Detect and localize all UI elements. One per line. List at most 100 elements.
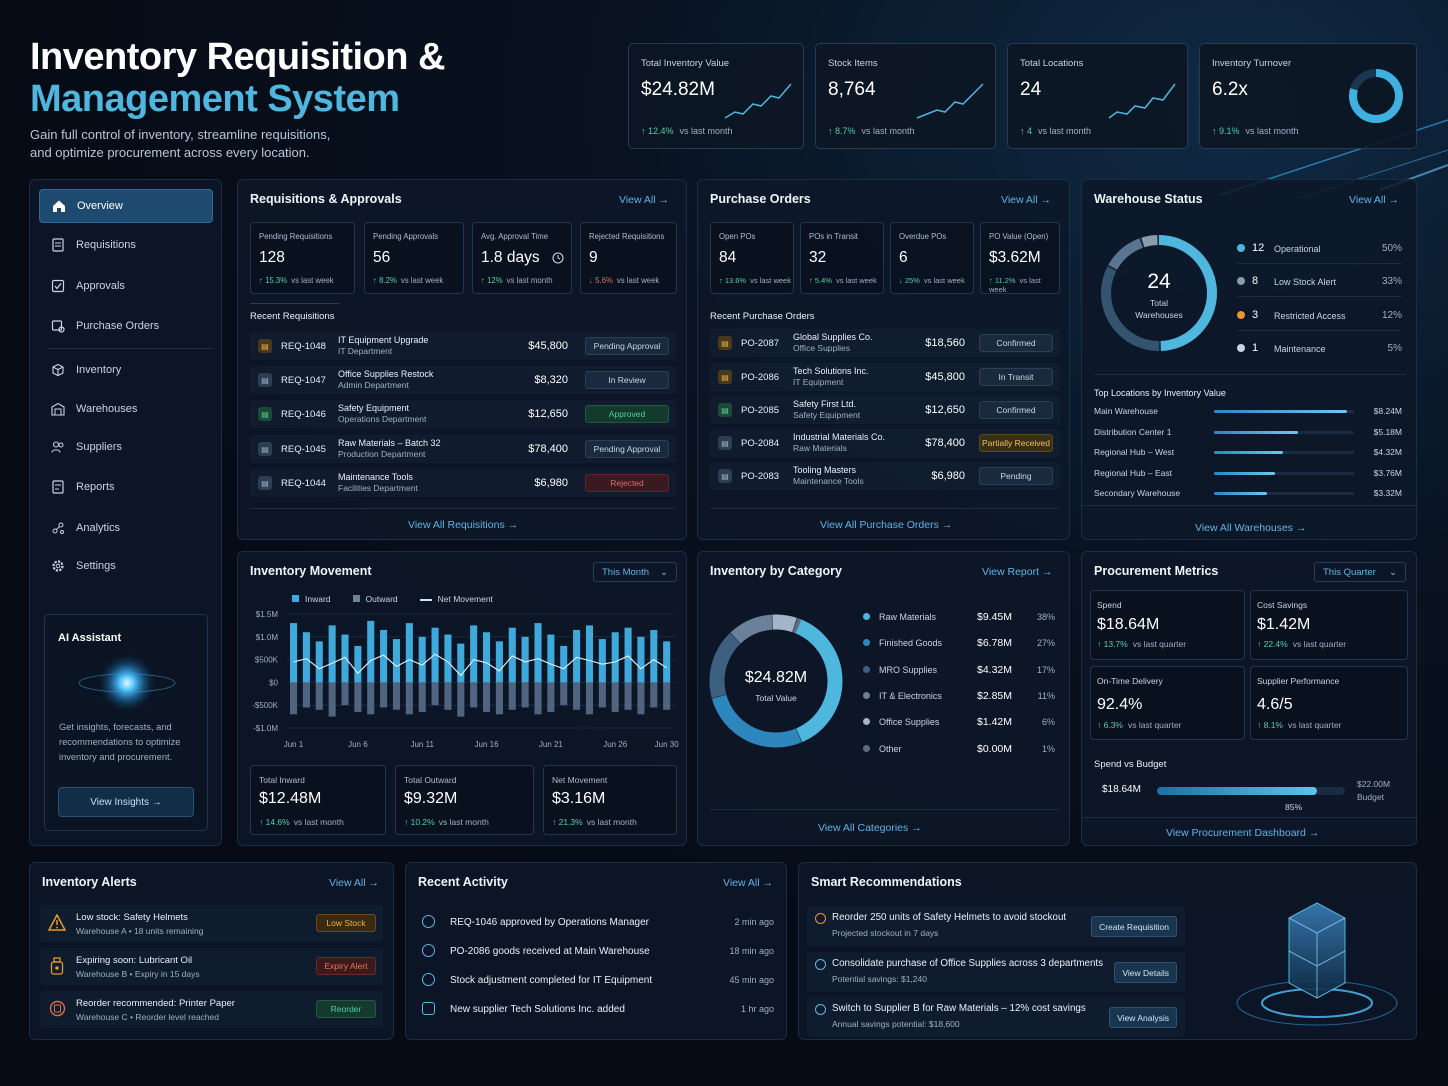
movement-total-inward: Total Inward $12.48M ↑ 14.6% vs last mont… [250,765,386,835]
metric-on-time-delivery: On-Time Delivery 92.4% ↑ 6.3% vs last qua… [1090,666,1245,740]
recommendation-title: Consolidate purchase of Office Supplies … [832,958,1104,969]
location-bar-fill [1214,471,1276,475]
view-analysis-button[interactable]: View Analysis [1109,1007,1177,1028]
document-icon: ▤ [718,336,732,350]
view-all-warehouses-link[interactable]: View All → [1349,194,1399,206]
stat-change-note: vs last week [989,276,1041,294]
sidebar-item-suppliers[interactable]: Suppliers [39,430,213,464]
sidebar-divider [48,348,213,349]
metric-label: Cost Savings [1257,600,1308,610]
view-all-purchase-orders-link[interactable]: View All → [1001,194,1051,206]
row-title: Safety First Ltd. [793,399,857,409]
sidebar-item-purchase-orders[interactable]: Purchase Orders [39,309,213,343]
inward-bar [367,620,375,683]
sidebar-item-requisitions[interactable]: Requisitions [39,228,213,262]
stat-change-value: ↓ 5.6% [589,276,613,285]
outward-bar [637,682,645,715]
location-value: $3.76M [1373,467,1402,478]
outward-bar [534,682,542,715]
status-badge: In Transit [979,368,1053,386]
category-legend-item: MRO Supplies $4.32M 17% [863,664,1055,678]
purchase-order-row[interactable]: ▤ PO-2086 Tech Solutions Inc. IT Equipme… [710,363,1060,391]
view-report-link[interactable]: View Report → [982,566,1053,578]
activity-time: 1 hr ago [740,1004,774,1014]
alert-item[interactable]: Expiring soon: Lubricant Oil Warehouse B… [40,948,383,985]
inventory-movement-panel: Inventory Movement This Month ⌄ Inward Ou… [237,551,687,846]
period-dropdown[interactable]: This Month ⌄ [593,562,677,582]
view-all-requisitions-footer-link[interactable]: View All Requisitions → [408,519,519,531]
recommendation-sub: Potential savings: $1,240 [832,974,927,984]
outward-bar [418,682,426,713]
inward-bar [521,636,529,683]
inward-bar [444,634,452,683]
alert-item[interactable]: Low stock: Safety Helmets Warehouse A • … [40,905,383,942]
purchase-order-row[interactable]: ▤ PO-2085 Safety First Ltd. Safety Equip… [710,396,1060,424]
view-all-purchase-orders-footer-link[interactable]: View All Purchase Orders → [820,519,953,531]
location-name: Regional Hub – East [1094,467,1172,478]
y-tick-label: -$500K [252,701,278,710]
sidebar-item-approvals[interactable]: Approvals [39,269,213,303]
legend-swatch [292,595,299,602]
category-pct: 27% [1036,638,1055,649]
view-all-requisitions-link[interactable]: View All → [619,194,669,206]
warehouse-donut-chart [1101,235,1217,351]
requisition-row[interactable]: ▤ REQ-1048 IT Equipment Upgrade IT Depar… [250,332,676,360]
legend-dot [863,639,870,647]
alert-item[interactable]: Reorder recommended: Printer Paper Wareh… [40,991,383,1028]
reorder-icon [49,1000,66,1017]
sidebar-item-overview[interactable]: Overview [39,189,213,223]
status-badge: Partially Received [979,434,1053,452]
view-all-warehouses-footer-link[interactable]: View All Warehouses → [1195,522,1307,534]
view-insights-button[interactable]: View Insights → [58,787,194,817]
quarter-dropdown[interactable]: This Quarter ⌄ [1314,562,1406,582]
row-title: IT Equipment Upgrade [338,335,429,345]
purchase-order-row[interactable]: ▤ PO-2083 Tooling Masters Maintenance To… [710,462,1060,490]
stat-change-note: vs last week [923,276,965,285]
requisition-row[interactable]: ▤ REQ-1044 Maintenance Tools Facilities … [250,469,676,497]
ai-assistant-title: AI Assistant [58,632,122,644]
sidebar-item-analytics[interactable]: Analytics [39,511,213,545]
warehouse-total-label: Total [1150,298,1168,308]
activity-item: New supplier Tech Solutions Inc. added 1… [418,996,774,1024]
stat-po-value-open: PO Value (Open) $3.62M ↑ 11.2% vs last we… [980,222,1060,294]
legend-label: Inward [305,594,331,604]
view-all-activity-link[interactable]: View All → [723,877,773,889]
view-details-button[interactable]: View Details [1114,962,1177,983]
smart-recommendations-panel: Smart Recommendations Reorder 250 units … [798,862,1417,1040]
stat-pending-requisitions: Pending Requisitions 128 ↑ 15.3% vs last … [250,222,355,294]
kpi-label: Total Locations [1020,58,1084,69]
stat-change: ↑ 12% vs last month [481,276,553,285]
purchase-order-row[interactable]: ▤ PO-2084 Industrial Materials Co. Raw M… [710,429,1060,457]
metric-supplier-performance: Supplier Performance 4.6/5 ↑ 8.1% vs last… [1250,666,1408,740]
create-requisition-button[interactable]: Create Requisition [1091,916,1177,937]
stat-change-note: vs last month [438,817,489,827]
sidebar-item-warehouses[interactable]: Warehouses [39,392,213,426]
budget-percent: 85% [1285,802,1303,812]
purchase-order-row[interactable]: ▤ PO-2087 Global Supplies Co. Office Sup… [710,329,1060,357]
view-all-categories-link[interactable]: View All Categories → [818,822,922,834]
category-total-label: Total Value [755,693,797,703]
inward-bar [495,641,503,683]
stat-change-value: ↑ 10.2% [404,817,435,827]
inventory-alerts-panel: Inventory Alerts View All → Low stock: S… [29,862,394,1040]
requisition-row[interactable]: ▤ REQ-1045 Raw Materials – Batch 32 Prod… [250,435,676,463]
view-all-alerts-link[interactable]: View All → [329,877,379,889]
panel-title: Inventory Alerts [42,875,137,889]
sparkline-icon [1108,83,1176,119]
outward-bar [547,682,555,713]
view-procurement-dashboard-link[interactable]: View Procurement Dashboard → [1166,827,1320,839]
document-icon: ▤ [258,373,272,387]
sidebar-item-inventory[interactable]: Inventory [39,353,213,387]
sidebar-item-reports[interactable]: Reports [39,470,213,504]
row-id: REQ-1047 [281,375,326,386]
legend-pct: 12% [1381,310,1402,321]
bottle-icon [50,957,64,975]
metric-cost-savings: Cost Savings $1.42M ↑ 22.4% vs last quart… [1250,590,1408,660]
requisition-row[interactable]: ▤ REQ-1047 Office Supplies Restock Admin… [250,366,676,394]
panel-title: Inventory Movement [250,564,372,578]
stat-change-note: vs last week [616,276,660,285]
warehouse-total-label2: Warehouses [1135,310,1183,320]
sidebar-item-settings[interactable]: Settings [39,549,213,583]
requisition-row[interactable]: ▤ REQ-1046 Safety Equipment Operations D… [250,400,676,428]
document-icon: ▤ [718,370,732,384]
